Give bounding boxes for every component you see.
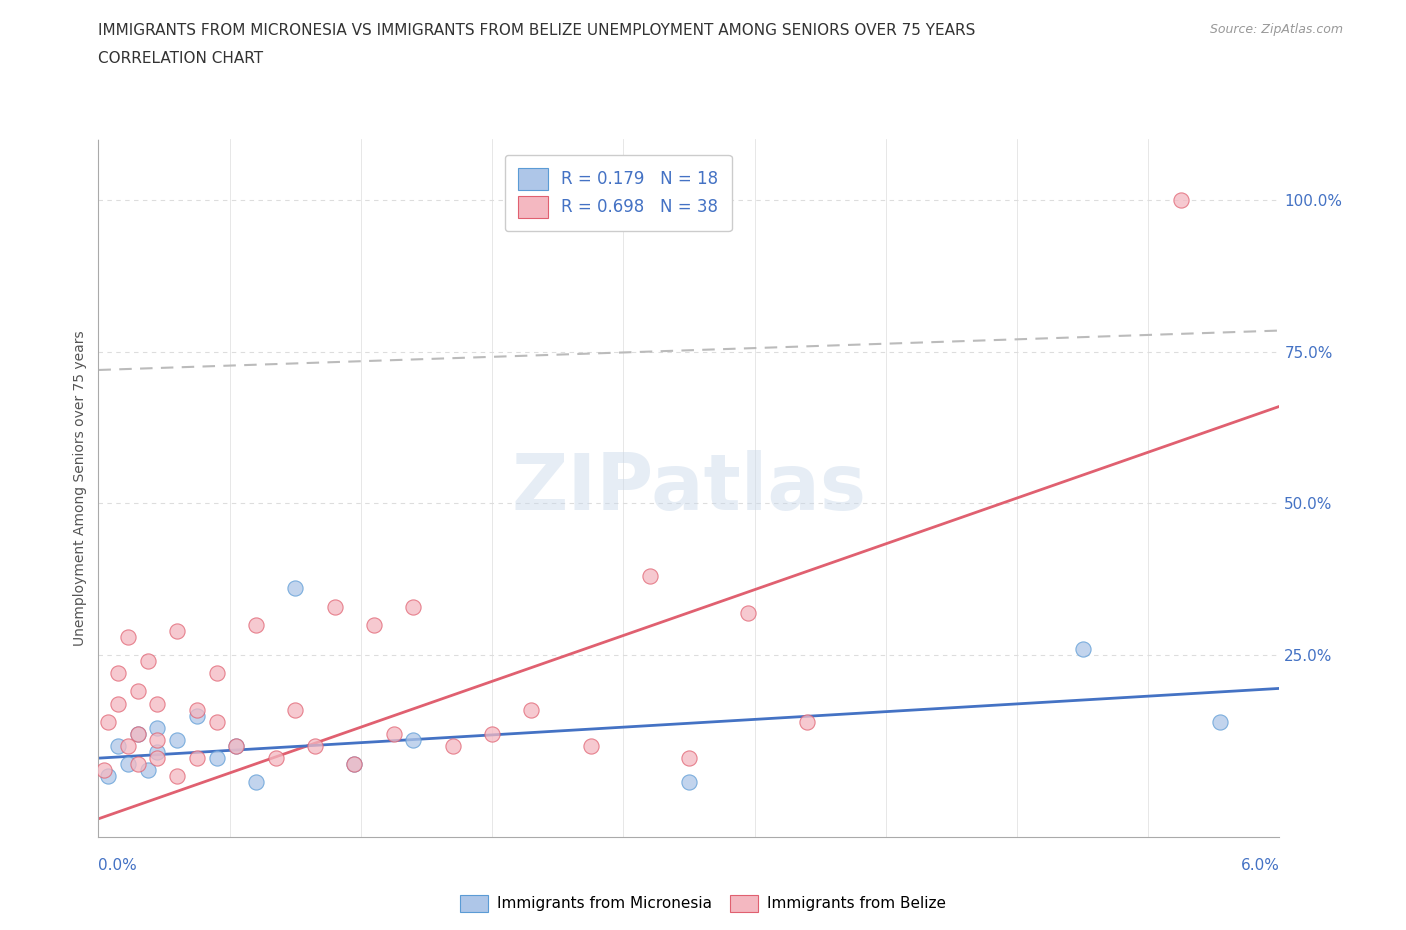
Point	[127, 726, 149, 741]
Point	[245, 618, 267, 632]
Point	[205, 666, 228, 681]
Point	[97, 714, 120, 729]
Point	[117, 738, 139, 753]
Point	[136, 763, 159, 777]
Text: 6.0%: 6.0%	[1240, 857, 1279, 872]
Point	[97, 769, 120, 784]
Point	[382, 726, 405, 741]
Point	[107, 738, 129, 753]
Point	[737, 605, 759, 620]
Text: IMMIGRANTS FROM MICRONESIA VS IMMIGRANTS FROM BELIZE UNEMPLOYMENT AMONG SENIORS : IMMIGRANTS FROM MICRONESIA VS IMMIGRANTS…	[98, 23, 976, 38]
Point	[146, 733, 169, 748]
Point	[146, 745, 169, 760]
Point	[225, 738, 247, 753]
Point	[264, 751, 287, 765]
Point	[304, 738, 326, 753]
Point	[127, 726, 149, 741]
Point	[146, 697, 169, 711]
Point	[284, 581, 307, 596]
Point	[166, 623, 188, 638]
Point	[1209, 714, 1232, 729]
Legend: R = 0.179   N = 18, R = 0.698   N = 38: R = 0.179 N = 18, R = 0.698 N = 38	[505, 154, 731, 231]
Y-axis label: Unemployment Among Seniors over 75 years: Unemployment Among Seniors over 75 years	[73, 330, 87, 646]
Point	[166, 769, 188, 784]
Point	[245, 775, 267, 790]
Point	[93, 763, 115, 777]
Point	[1071, 642, 1094, 657]
Point	[186, 702, 208, 717]
Point	[127, 684, 149, 698]
Point	[186, 709, 208, 724]
Point	[678, 751, 700, 765]
Point	[205, 751, 228, 765]
Point	[343, 757, 366, 772]
Point	[136, 654, 159, 669]
Legend: Immigrants from Micronesia, Immigrants from Belize: Immigrants from Micronesia, Immigrants f…	[454, 889, 952, 918]
Point	[441, 738, 464, 753]
Point	[343, 757, 366, 772]
Point	[796, 714, 818, 729]
Point	[146, 721, 169, 736]
Point	[107, 666, 129, 681]
Point	[481, 726, 503, 741]
Point	[205, 714, 228, 729]
Point	[117, 757, 139, 772]
Point	[402, 599, 425, 614]
Point	[107, 697, 129, 711]
Text: ZIPatlas: ZIPatlas	[512, 450, 866, 526]
Point	[284, 702, 307, 717]
Point	[363, 618, 385, 632]
Point	[1170, 193, 1192, 207]
Point	[579, 738, 602, 753]
Point	[520, 702, 543, 717]
Text: 0.0%: 0.0%	[98, 857, 138, 872]
Point	[146, 751, 169, 765]
Point	[166, 733, 188, 748]
Point	[117, 630, 139, 644]
Point	[638, 569, 661, 584]
Text: Source: ZipAtlas.com: Source: ZipAtlas.com	[1209, 23, 1343, 36]
Point	[225, 738, 247, 753]
Text: CORRELATION CHART: CORRELATION CHART	[98, 51, 263, 66]
Point	[402, 733, 425, 748]
Point	[323, 599, 346, 614]
Point	[186, 751, 208, 765]
Point	[678, 775, 700, 790]
Point	[127, 757, 149, 772]
